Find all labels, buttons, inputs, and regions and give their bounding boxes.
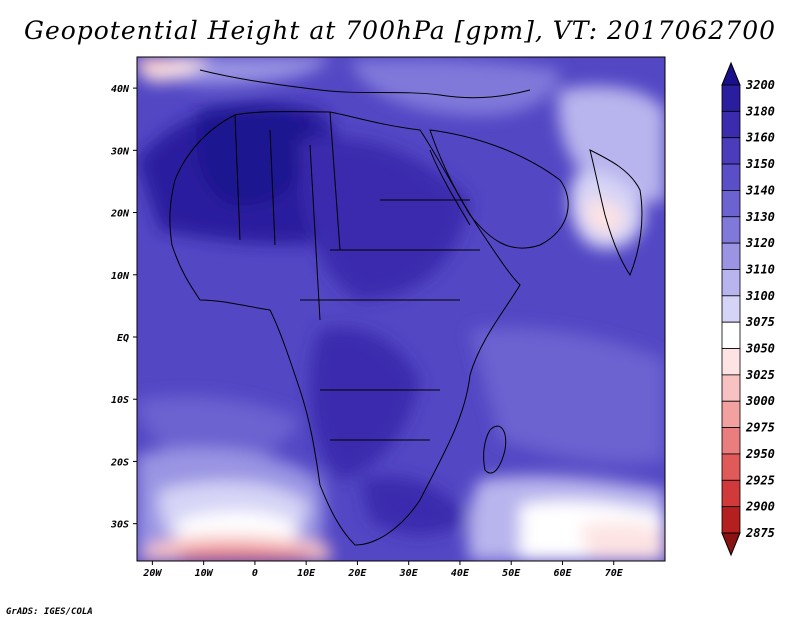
lon-tick-label: 40E bbox=[451, 568, 470, 579]
lat-tick-label: 30N bbox=[110, 146, 130, 157]
colorbar-label: 3130 bbox=[745, 210, 775, 224]
plot-frame bbox=[136, 56, 666, 562]
lon-tick-label: 30E bbox=[399, 568, 419, 579]
colorbar-segment bbox=[721, 84, 741, 112]
colorbar-segment bbox=[721, 137, 741, 165]
lat-tick-label: 40N bbox=[111, 84, 130, 95]
colorbar-label: 2975 bbox=[745, 421, 775, 435]
colorbar-label: 3200 bbox=[745, 78, 775, 92]
lon-tick-label: 0 bbox=[252, 568, 258, 579]
lon-tick-label: 70E bbox=[605, 568, 624, 579]
colorbar-label: 3140 bbox=[745, 183, 775, 197]
colorbar-label: 3180 bbox=[745, 104, 775, 118]
latitude-axis: 40N 30N 20N 10N EQ 10S 20S 30S bbox=[110, 84, 137, 531]
colorbar-label: 3160 bbox=[745, 131, 775, 145]
colorbar-segment bbox=[721, 295, 741, 323]
lat-tick-label: 20N bbox=[110, 209, 130, 220]
lat-tick-label: 30S bbox=[110, 520, 129, 531]
colorbar-label: 3150 bbox=[745, 157, 775, 171]
lon-tick-label: 60E bbox=[553, 568, 572, 579]
lon-tick-label: 20E bbox=[347, 568, 367, 579]
lat-tick-label: EQ bbox=[117, 333, 129, 344]
colorbar-label: 2875 bbox=[745, 526, 775, 540]
colorbar-label: 3110 bbox=[745, 262, 775, 276]
colorbar-top-arrow bbox=[721, 61, 741, 86]
lat-tick-label: 20S bbox=[110, 457, 129, 468]
colorbar-segment bbox=[721, 400, 741, 428]
grads-credit: GrADS: IGES/COLA bbox=[6, 607, 93, 617]
colorbar-label: 3000 bbox=[745, 394, 775, 408]
colorbar-segment bbox=[721, 190, 741, 218]
colorbar-label: 3120 bbox=[745, 236, 775, 250]
colorbar-segment bbox=[721, 242, 741, 270]
colorbar-segment bbox=[721, 110, 741, 139]
coastlines bbox=[169, 69, 643, 546]
colorbar-bottom-arrow bbox=[721, 532, 741, 557]
lat-tick-label: 10S bbox=[111, 395, 129, 406]
colorbar-segment bbox=[721, 216, 741, 244]
colorbar-label: 2925 bbox=[745, 473, 775, 487]
colorbar-segment bbox=[721, 163, 741, 191]
height-field bbox=[137, 57, 665, 561]
lon-tick-label: 10W bbox=[195, 568, 214, 579]
lon-tick-label: 10E bbox=[297, 568, 316, 579]
plot-area bbox=[137, 57, 665, 561]
colorbar-segment bbox=[721, 506, 741, 534]
colorbar-segment bbox=[721, 374, 741, 402]
map-title: Geopotential Height at 700hPa [gpm], VT:… bbox=[23, 16, 777, 45]
colorbar-segment bbox=[721, 427, 741, 455]
colorbar-segment bbox=[721, 453, 741, 481]
colorbar-segment bbox=[721, 348, 741, 376]
colorbar-label: 3025 bbox=[745, 368, 775, 382]
colorbar-label: 2950 bbox=[745, 447, 775, 461]
colorbar: 3200 3180 3160 3150 3140 3130 3120 3110 3100 3075… bbox=[721, 61, 775, 557]
longitude-axis: 20W 10W 0 10E 20E 30E 40E 50E 60E 70E bbox=[142, 561, 624, 579]
colorbar-label: 3050 bbox=[745, 342, 775, 356]
lon-tick-label: 50E bbox=[502, 568, 521, 579]
colorbar-label: 3100 bbox=[745, 289, 775, 303]
lon-tick-label: 20W bbox=[142, 568, 162, 579]
colorbar-label: 2900 bbox=[745, 500, 775, 514]
lat-tick-label: 10N bbox=[111, 271, 130, 282]
colorbar-label: 3075 bbox=[745, 315, 775, 329]
colorbar-segment bbox=[721, 479, 741, 508]
colorbar-segment bbox=[721, 321, 741, 349]
colorbar-segment bbox=[721, 269, 741, 297]
